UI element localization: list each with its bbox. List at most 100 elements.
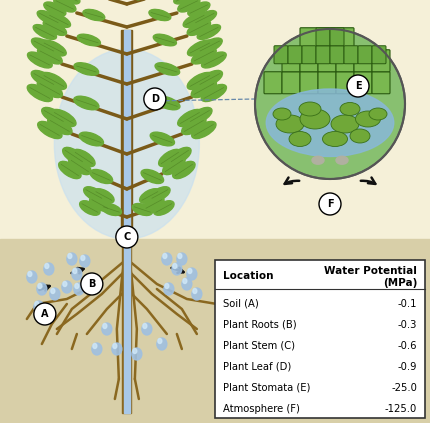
Ellipse shape — [162, 253, 172, 265]
Ellipse shape — [74, 96, 99, 110]
Ellipse shape — [183, 278, 187, 283]
Ellipse shape — [93, 343, 97, 349]
Ellipse shape — [37, 48, 62, 64]
Ellipse shape — [193, 288, 197, 294]
Ellipse shape — [28, 52, 52, 68]
FancyBboxPatch shape — [336, 72, 354, 94]
Ellipse shape — [83, 9, 105, 21]
Ellipse shape — [72, 268, 82, 280]
Ellipse shape — [178, 0, 200, 12]
Ellipse shape — [202, 52, 226, 68]
Ellipse shape — [184, 0, 206, 2]
Ellipse shape — [38, 283, 42, 288]
Ellipse shape — [58, 0, 80, 4]
Ellipse shape — [154, 201, 174, 215]
FancyBboxPatch shape — [300, 28, 318, 50]
Ellipse shape — [197, 38, 222, 54]
Ellipse shape — [163, 157, 185, 175]
Text: -25.0: -25.0 — [391, 382, 417, 393]
Ellipse shape — [187, 268, 197, 280]
Bar — [124, 30, 130, 413]
FancyBboxPatch shape — [372, 50, 390, 72]
Ellipse shape — [144, 197, 164, 211]
Ellipse shape — [143, 324, 147, 329]
Ellipse shape — [276, 115, 304, 133]
Text: Soil (A): Soil (A) — [223, 299, 259, 308]
Ellipse shape — [27, 85, 52, 102]
Ellipse shape — [188, 2, 210, 16]
Ellipse shape — [41, 72, 67, 90]
Ellipse shape — [37, 283, 47, 295]
Text: E: E — [355, 81, 361, 91]
Ellipse shape — [73, 149, 95, 167]
Ellipse shape — [45, 264, 49, 269]
Ellipse shape — [350, 129, 370, 143]
Ellipse shape — [80, 255, 90, 267]
Ellipse shape — [69, 157, 91, 175]
Ellipse shape — [37, 80, 62, 98]
Ellipse shape — [172, 263, 182, 275]
Ellipse shape — [197, 25, 221, 39]
Ellipse shape — [34, 301, 44, 313]
Ellipse shape — [369, 108, 387, 120]
Circle shape — [81, 273, 103, 295]
Ellipse shape — [356, 111, 381, 127]
Ellipse shape — [132, 348, 142, 360]
FancyBboxPatch shape — [330, 46, 344, 64]
Ellipse shape — [81, 255, 85, 261]
Text: A: A — [41, 309, 49, 319]
FancyBboxPatch shape — [330, 28, 344, 46]
Ellipse shape — [50, 288, 60, 300]
FancyBboxPatch shape — [318, 72, 336, 94]
Ellipse shape — [67, 253, 77, 265]
Ellipse shape — [133, 349, 137, 354]
Text: -0.3: -0.3 — [398, 319, 417, 330]
Text: Location: Location — [223, 271, 273, 281]
Ellipse shape — [169, 147, 191, 165]
Ellipse shape — [193, 11, 217, 25]
Ellipse shape — [132, 203, 153, 215]
Ellipse shape — [177, 253, 187, 265]
Ellipse shape — [33, 25, 56, 39]
FancyBboxPatch shape — [316, 46, 330, 64]
Ellipse shape — [37, 11, 61, 25]
Ellipse shape — [163, 253, 167, 258]
Ellipse shape — [289, 132, 311, 146]
Ellipse shape — [266, 89, 394, 157]
Ellipse shape — [63, 281, 67, 286]
Circle shape — [144, 88, 166, 110]
Ellipse shape — [44, 263, 54, 275]
Ellipse shape — [74, 63, 98, 75]
Ellipse shape — [101, 203, 121, 215]
Circle shape — [116, 226, 138, 248]
Bar — [0, 0, 430, 239]
Ellipse shape — [187, 72, 212, 90]
FancyBboxPatch shape — [354, 50, 372, 72]
Text: -125.0: -125.0 — [385, 404, 417, 414]
Ellipse shape — [113, 343, 117, 349]
Bar — [123, 229, 131, 413]
Text: Plant Roots (B): Plant Roots (B) — [223, 319, 297, 330]
Ellipse shape — [142, 323, 152, 335]
Ellipse shape — [150, 187, 170, 201]
FancyBboxPatch shape — [288, 46, 302, 64]
Ellipse shape — [80, 201, 100, 215]
Ellipse shape — [48, 0, 70, 2]
FancyBboxPatch shape — [344, 46, 358, 64]
Ellipse shape — [38, 121, 62, 139]
Circle shape — [255, 29, 405, 179]
Text: -0.9: -0.9 — [397, 362, 417, 371]
Ellipse shape — [73, 269, 77, 274]
Ellipse shape — [62, 281, 72, 293]
Text: -0.1: -0.1 — [397, 299, 417, 308]
Ellipse shape — [182, 118, 206, 135]
Ellipse shape — [48, 118, 72, 135]
Ellipse shape — [165, 283, 169, 288]
Ellipse shape — [28, 272, 32, 277]
Ellipse shape — [322, 132, 347, 146]
Ellipse shape — [187, 107, 212, 124]
Ellipse shape — [157, 338, 167, 350]
Ellipse shape — [155, 63, 180, 75]
Ellipse shape — [42, 107, 66, 124]
Ellipse shape — [27, 271, 37, 283]
